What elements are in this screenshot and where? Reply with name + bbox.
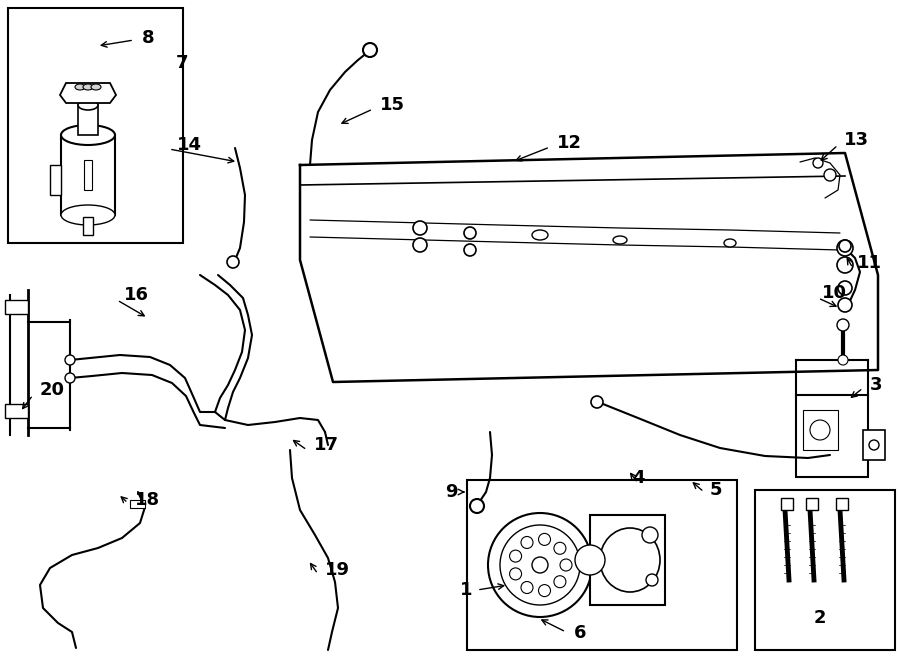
Ellipse shape (61, 205, 115, 225)
Circle shape (464, 227, 476, 239)
Text: 6: 6 (574, 624, 586, 642)
Circle shape (521, 537, 533, 549)
Ellipse shape (724, 239, 736, 247)
Bar (836, 498, 848, 510)
Circle shape (837, 240, 853, 256)
Circle shape (869, 440, 879, 450)
Circle shape (591, 396, 603, 408)
Text: 1: 1 (460, 581, 472, 599)
Text: 15: 15 (380, 96, 405, 114)
Circle shape (837, 257, 853, 273)
Circle shape (642, 527, 658, 543)
Bar (755, 490, 895, 650)
Bar (803, 410, 838, 450)
Bar (61, 135, 115, 215)
Bar (5, 404, 28, 418)
Circle shape (413, 238, 427, 252)
Text: 7: 7 (176, 54, 188, 72)
Circle shape (65, 373, 75, 383)
Text: 14: 14 (177, 136, 202, 154)
Circle shape (488, 513, 592, 617)
Circle shape (575, 545, 605, 575)
Ellipse shape (75, 84, 85, 90)
Bar (5, 300, 28, 314)
Circle shape (470, 499, 484, 513)
Ellipse shape (600, 528, 660, 592)
Text: 10: 10 (822, 284, 847, 302)
Ellipse shape (532, 230, 548, 240)
Circle shape (554, 542, 566, 555)
Text: 12: 12 (557, 134, 582, 152)
Bar (78, 105, 98, 135)
Bar (781, 498, 793, 510)
Text: 3: 3 (870, 376, 883, 394)
Text: 11: 11 (857, 254, 882, 272)
Circle shape (509, 550, 522, 562)
Bar (806, 498, 818, 510)
Text: 17: 17 (314, 436, 339, 454)
Bar (83, 217, 93, 235)
Circle shape (413, 221, 427, 235)
Circle shape (810, 420, 830, 440)
Circle shape (538, 584, 551, 597)
Text: 2: 2 (814, 609, 826, 627)
Circle shape (521, 582, 533, 594)
Circle shape (500, 525, 580, 605)
Bar (84, 160, 92, 190)
Ellipse shape (78, 100, 98, 110)
Circle shape (838, 281, 852, 295)
Text: 20: 20 (40, 381, 65, 399)
Bar (50, 165, 61, 195)
Circle shape (363, 43, 377, 57)
Text: 4: 4 (632, 469, 644, 487)
Circle shape (838, 298, 852, 312)
Text: 19: 19 (325, 561, 350, 579)
Circle shape (464, 244, 476, 256)
Circle shape (560, 559, 572, 571)
Bar (8, 8, 183, 243)
Text: 13: 13 (844, 131, 869, 149)
Circle shape (532, 557, 548, 573)
Text: 18: 18 (135, 491, 160, 509)
Ellipse shape (83, 84, 93, 90)
Bar (130, 500, 145, 508)
Ellipse shape (613, 236, 627, 244)
Ellipse shape (91, 84, 101, 90)
Circle shape (837, 319, 849, 331)
Bar (467, 480, 737, 650)
Bar (796, 395, 868, 477)
Polygon shape (300, 153, 878, 382)
Circle shape (227, 256, 239, 268)
Bar (863, 430, 885, 460)
Text: 9: 9 (446, 483, 458, 501)
Polygon shape (60, 83, 116, 103)
Circle shape (813, 158, 823, 168)
Circle shape (838, 355, 848, 365)
Circle shape (538, 533, 551, 545)
Circle shape (839, 240, 851, 252)
Circle shape (65, 355, 75, 365)
Circle shape (554, 576, 566, 588)
Text: 16: 16 (124, 286, 149, 304)
Text: 5: 5 (710, 481, 723, 499)
Ellipse shape (61, 125, 115, 145)
Circle shape (824, 169, 836, 181)
Circle shape (509, 568, 522, 580)
Circle shape (646, 574, 658, 586)
Text: 8: 8 (142, 29, 155, 47)
Bar (590, 515, 665, 605)
